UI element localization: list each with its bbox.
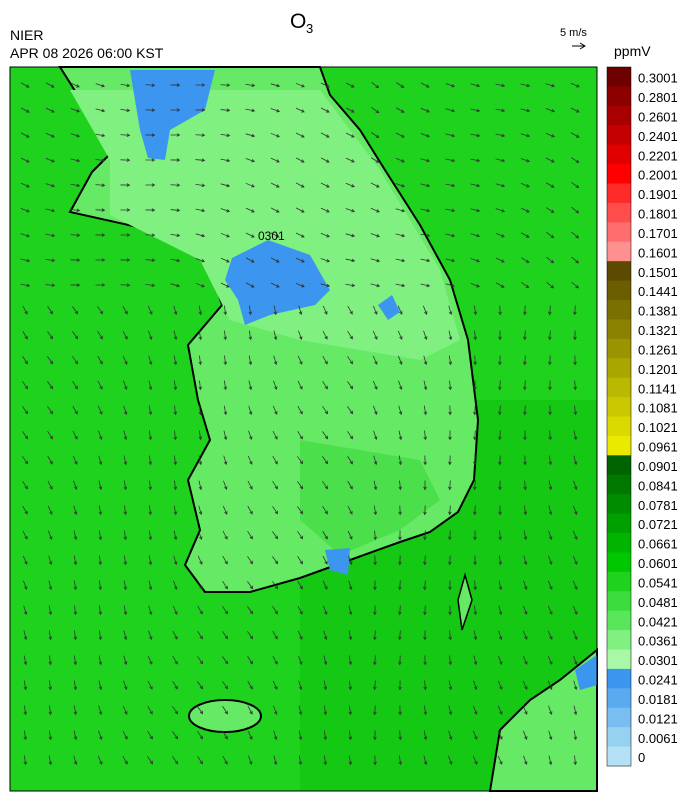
legend-swatch (607, 727, 631, 748)
legend-swatch (607, 105, 631, 126)
legend-swatch (607, 86, 631, 107)
legend-label: 0.0121 (638, 711, 678, 726)
legend-frame (606, 66, 632, 767)
legend-swatch (607, 261, 631, 282)
land-mid (300, 440, 440, 555)
wind-arrows (20, 81, 580, 766)
legend-label: 0.3001 (638, 71, 678, 86)
agency: NIER (10, 27, 43, 43)
title: O (290, 10, 306, 33)
legend-swatch (607, 552, 631, 573)
legend-swatch (607, 649, 631, 670)
legend-swatch (607, 397, 631, 417)
legend-label: 0.0901 (638, 459, 678, 474)
legend-swatch (607, 300, 631, 320)
legend-label: 0.1701 (638, 226, 678, 241)
legend-swatch (607, 435, 631, 456)
legend-label: 0.1501 (638, 265, 678, 280)
legend-label: 0.0181 (638, 692, 678, 707)
legend-swatch (607, 571, 631, 592)
low-area (575, 655, 597, 690)
legend-label: 0.1201 (638, 362, 678, 377)
legend-label: 0.0481 (638, 595, 678, 610)
island (457, 572, 473, 631)
legend-label: 0.1021 (638, 420, 678, 435)
legend-swatch (607, 455, 631, 476)
legend-swatch (607, 668, 631, 689)
legend-label: 0.1901 (638, 187, 678, 202)
jeju (188, 699, 262, 733)
legend-label: 0.1381 (638, 304, 678, 319)
legend-label: 0.2001 (638, 168, 678, 183)
map-frame (9, 66, 598, 792)
legend-label: 0.1601 (638, 245, 678, 260)
low-area (378, 295, 400, 320)
legend-label: 0 (638, 750, 645, 765)
legend-swatch (607, 241, 631, 262)
legend-swatch (607, 513, 631, 534)
legend-label: 0.0361 (638, 634, 678, 649)
station-label: 0301 (258, 229, 285, 243)
legend-label: 0.2201 (638, 148, 678, 163)
low-area (130, 70, 215, 160)
legend-label: 0.1441 (638, 284, 678, 299)
legend-swatch (607, 688, 631, 709)
legend-swatch (607, 144, 631, 165)
wind-scale-label: 5 m/s (560, 27, 587, 39)
legend-label: 0.0781 (638, 498, 678, 513)
legend-label: 0.2601 (638, 109, 678, 124)
legend-swatch (607, 591, 631, 612)
low-area (325, 548, 350, 575)
legend-label: 0.1081 (638, 401, 678, 416)
legend-label: 0.0961 (638, 440, 678, 455)
legend-swatch (607, 533, 631, 553)
legend-swatch (607, 707, 631, 728)
legend-label: 0.1141 (638, 381, 677, 396)
legend-label: 0.0241 (638, 673, 678, 688)
title-subscript: 3 (306, 21, 313, 36)
legend-swatch (607, 202, 631, 223)
legend-label: 0.2801 (638, 90, 678, 105)
legend-swatch (607, 746, 631, 767)
legend-swatch (607, 630, 631, 650)
land-light (70, 90, 460, 360)
legend-label: 0.0301 (638, 653, 678, 668)
legend-label: 0.1261 (638, 342, 678, 357)
legend-swatch (607, 125, 631, 146)
legend-label: 0.1321 (638, 323, 678, 338)
legend-swatch (607, 610, 631, 631)
legend-label: 0.0721 (638, 517, 678, 532)
map: 0301 (9, 66, 598, 792)
legend-swatch (607, 319, 631, 340)
legend-label: 0.0061 (638, 731, 678, 746)
wind-arrows-path (20, 81, 580, 766)
legend-label: 0.0661 (638, 537, 678, 552)
legend-label: 0.2401 (638, 129, 678, 144)
legend-swatch (607, 358, 631, 379)
legend: 0.3001 0.2801 0.2601 0.2401 0.2201 0.2001 0.19… (606, 66, 678, 767)
legend-swatch (607, 377, 631, 398)
legend-swatch (607, 280, 631, 301)
legend-label: 0.0421 (638, 614, 678, 629)
legend-swatch (607, 164, 631, 184)
datetime: APR 08 2026 06:00 KST (10, 45, 164, 61)
legend-label: 0.0601 (638, 556, 678, 571)
legend-label: 0.0841 (638, 478, 678, 493)
legend-label: 0.1801 (638, 207, 678, 222)
legend-label: 0.0541 (638, 575, 678, 590)
legend-swatch (607, 222, 631, 243)
legend-swatch (607, 338, 631, 359)
legend-swatch (607, 494, 631, 515)
wind-scale-arrow (572, 42, 586, 50)
legend-unit: ppmV (614, 43, 651, 59)
legend-swatch (607, 416, 631, 437)
legend-swatch (607, 67, 631, 87)
legend-swatch (607, 183, 631, 204)
legend-swatch (607, 474, 631, 495)
